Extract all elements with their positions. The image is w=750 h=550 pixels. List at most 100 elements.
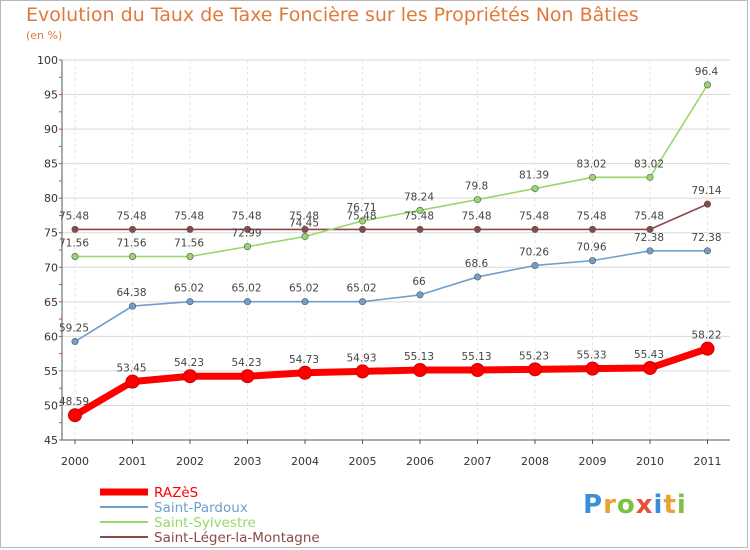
data-label-0: 55.43 (634, 349, 664, 361)
chart-title: Evolution du Taux de Taxe Foncière sur l… (26, 4, 639, 26)
data-label-1: 66 (412, 276, 426, 288)
data-label-1: 68.6 (465, 258, 489, 270)
x-tick-label: 2005 (349, 455, 377, 468)
series-point-2 (244, 243, 252, 251)
series-point-3 (129, 225, 137, 233)
data-label-3: 75.48 (404, 210, 434, 222)
legend-label-0: RAZèS (154, 485, 198, 501)
series-point-0 (125, 374, 140, 389)
series-point-1 (646, 247, 654, 255)
series-point-2 (646, 173, 654, 181)
data-label-1: 70.26 (519, 246, 549, 258)
y-tick-label: 85 (44, 158, 58, 171)
series-point-3 (588, 225, 596, 233)
series-point-2 (588, 173, 596, 181)
x-tick-label: 2011 (694, 455, 722, 468)
data-label-0: 54.23 (174, 357, 204, 369)
series-point-1 (588, 257, 596, 265)
data-label-3: 75.48 (461, 210, 491, 222)
data-label-1: 65.02 (231, 283, 261, 295)
series-point-2 (473, 196, 481, 204)
x-tick-label: 2007 (464, 455, 492, 468)
y-tick-label: 45 (44, 434, 58, 447)
data-label-3: 75.48 (59, 210, 89, 222)
data-label-3: 75.48 (116, 210, 146, 222)
data-label-2: 78.24 (404, 191, 434, 203)
series-point-3 (358, 225, 366, 233)
x-tick-label: 2006 (406, 455, 434, 468)
legend-label-2: Saint-Sylvestre (154, 515, 256, 531)
series-point-0 (413, 363, 427, 378)
series-line-0 (73, 345, 709, 419)
data-label-2: 71.56 (116, 237, 146, 249)
series-point-2 (129, 252, 137, 260)
x-tick-label: 2003 (234, 455, 262, 468)
data-label-3: 75.48 (174, 210, 204, 222)
y-tick-label: 80 (44, 192, 58, 205)
data-label-3: 79.14 (691, 185, 721, 197)
legend-label-3: Saint-Léger-la-Montagne (154, 530, 320, 546)
data-label-0: 54.23 (231, 357, 261, 369)
data-label-0: 58.22 (691, 330, 721, 342)
series-point-2 (531, 185, 539, 193)
y-tick-label: 90 (44, 123, 58, 136)
series-point-1 (186, 298, 194, 306)
data-label-3: 75.48 (519, 210, 549, 222)
proxiti-logo: Proxiti (583, 490, 687, 520)
data-label-0: 48.59 (59, 396, 89, 408)
data-label-3: 75.48 (289, 210, 319, 222)
data-label-2: 81.39 (519, 170, 549, 182)
legend-label-1: Saint-Pardoux (154, 500, 248, 516)
series-point-1 (416, 291, 424, 299)
series-point-3 (244, 225, 252, 233)
x-tick-label: 2008 (521, 455, 549, 468)
series-line-3 (75, 203, 708, 231)
data-label-1: 72.38 (634, 232, 664, 244)
y-tick-label: 95 (44, 89, 58, 102)
x-tick-label: 2009 (579, 455, 607, 468)
x-tick-label: 2010 (636, 455, 664, 468)
series-point-1 (71, 338, 79, 346)
series-point-1 (129, 302, 137, 310)
data-label-2: 72.99 (231, 228, 261, 240)
data-label-3: 75.48 (346, 210, 376, 222)
series-point-2 (703, 81, 711, 89)
series-point-0 (585, 361, 600, 376)
y-tick-label: 100 (37, 54, 58, 67)
series-point-3 (473, 225, 481, 233)
y-tick-label: 70 (44, 261, 58, 274)
data-label-1: 72.38 (691, 232, 721, 244)
data-label-2: 74.45 (289, 218, 319, 230)
data-label-3: 75.48 (634, 210, 664, 222)
data-label-1: 59.25 (59, 323, 89, 335)
chart-subtitle: (en %) (26, 29, 63, 42)
series-point-3 (416, 225, 424, 233)
x-tick-label: 2004 (291, 455, 319, 468)
series-point-1 (531, 261, 539, 269)
y-tick-label: 60 (44, 330, 58, 343)
series-point-0 (68, 408, 82, 423)
series-point-2 (358, 217, 366, 225)
x-tick-label: 2001 (119, 455, 147, 468)
data-label-0: 54.93 (346, 352, 376, 364)
data-label-2: 71.56 (174, 237, 204, 249)
series-point-0 (298, 365, 312, 380)
data-label-0: 55.23 (519, 350, 549, 362)
data-label-2: 83.02 (576, 158, 606, 170)
data-label-0: 55.13 (461, 351, 491, 363)
series-point-0 (183, 369, 197, 384)
series-point-3 (646, 225, 654, 233)
data-label-2: 71.56 (59, 237, 89, 249)
series-point-1 (244, 298, 252, 306)
data-label-1: 65.02 (174, 283, 204, 295)
y-tick-label: 55 (44, 365, 58, 378)
series-point-1 (703, 247, 711, 255)
data-label-1: 65.02 (346, 283, 376, 295)
y-tick-label: 65 (44, 296, 58, 309)
data-label-0: 55.13 (404, 351, 434, 363)
x-tick-label: 2000 (61, 455, 89, 468)
data-label-0: 53.45 (116, 363, 146, 375)
series-point-1 (358, 298, 366, 306)
